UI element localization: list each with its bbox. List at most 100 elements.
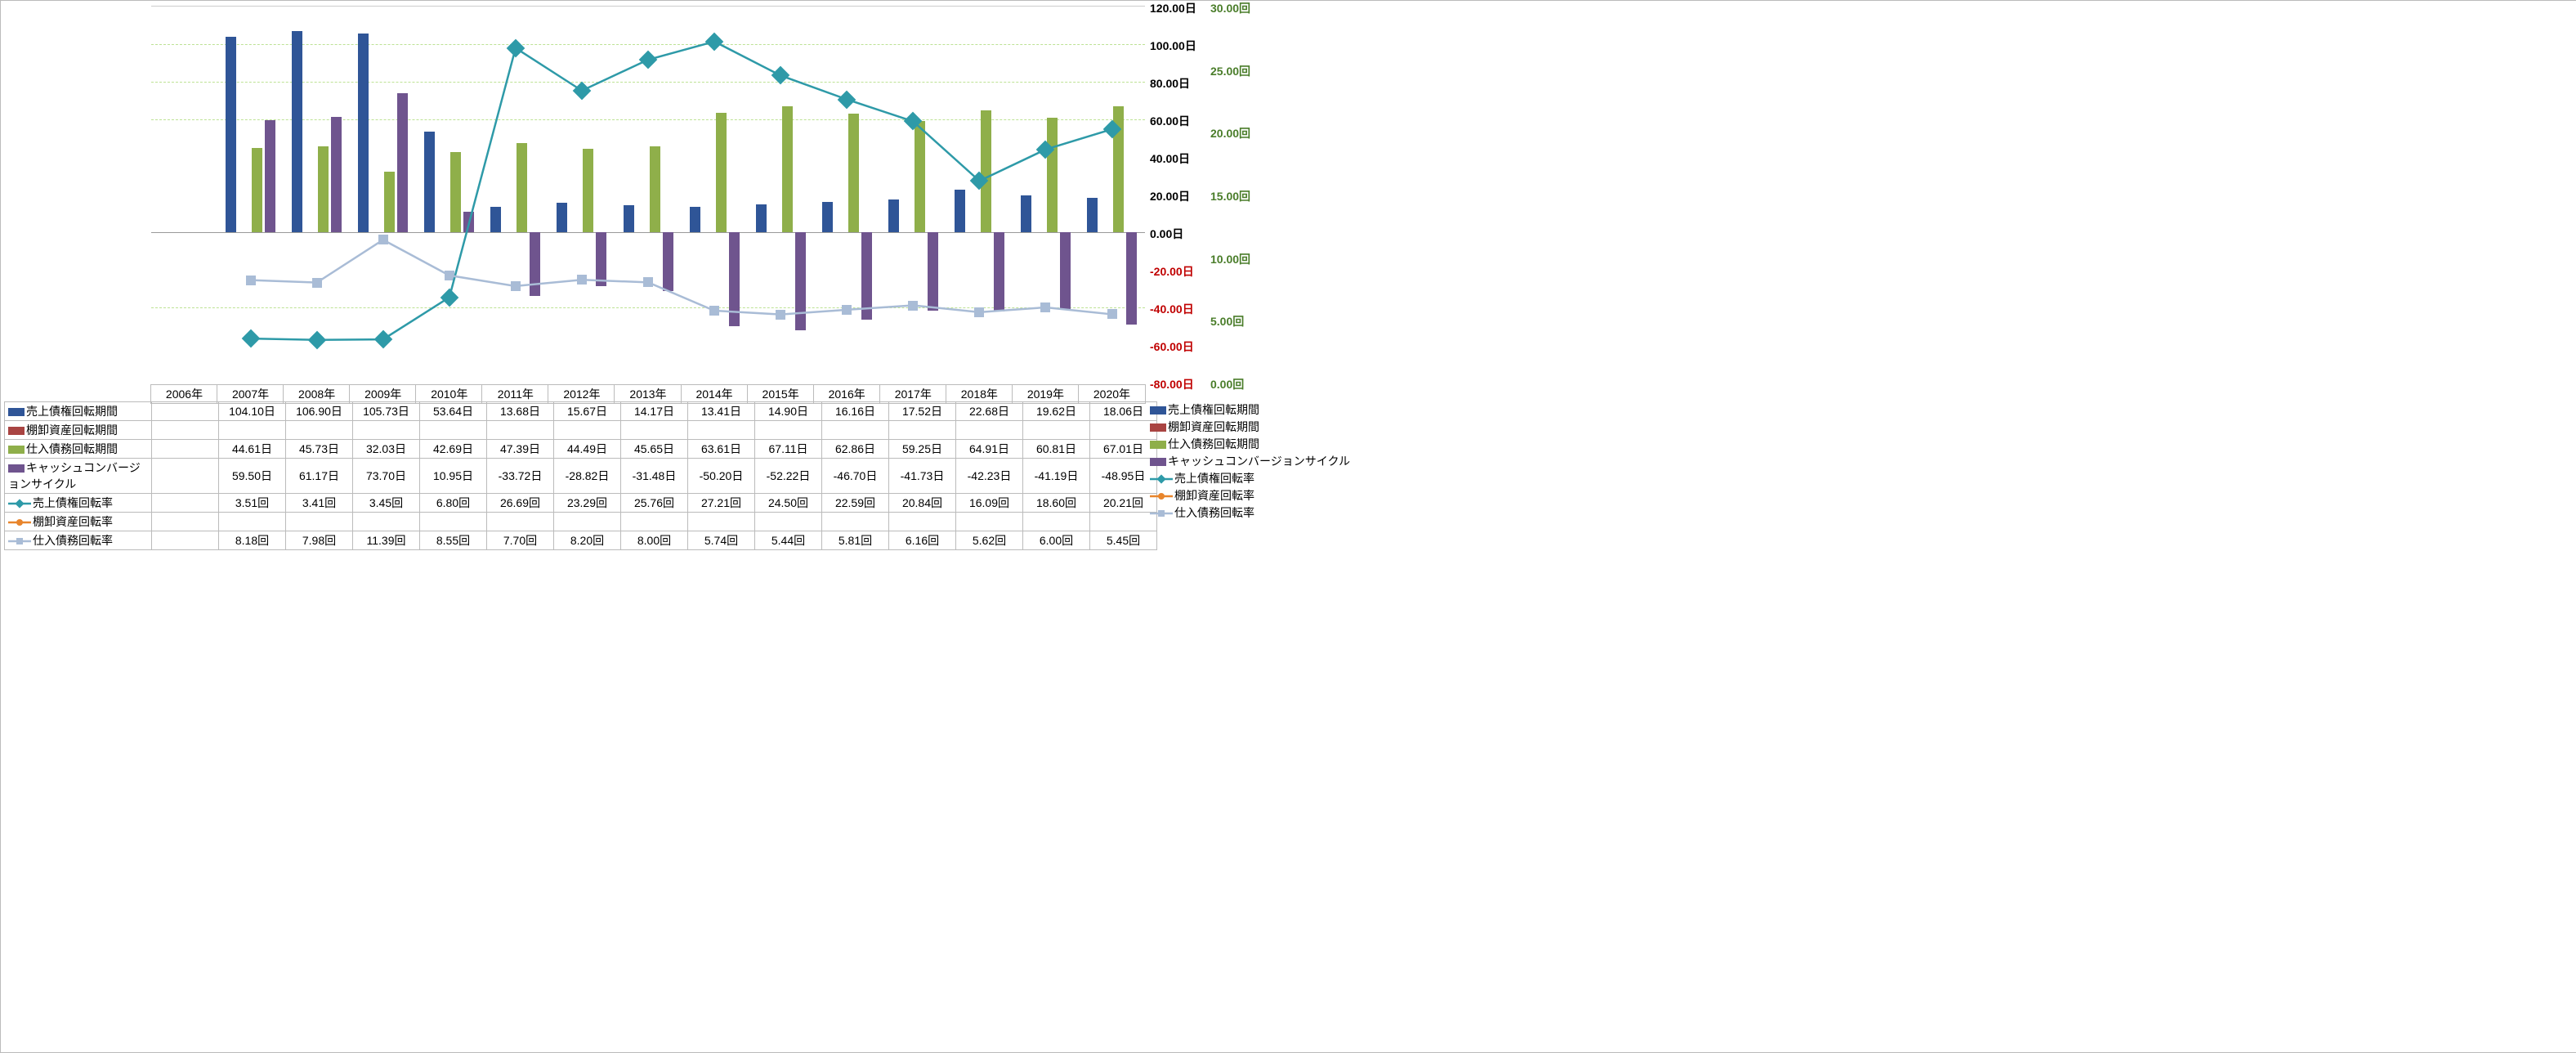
cell	[152, 531, 219, 550]
bar-shiire_kikan	[450, 152, 461, 232]
cell: 25.76回	[621, 494, 688, 513]
cell: 13.41日	[688, 402, 755, 421]
y1-tick-label: 20.00日	[1150, 188, 1199, 204]
marker-uriage_rate	[373, 330, 392, 349]
cell	[755, 513, 822, 531]
y1-tick-label: 40.00日	[1150, 150, 1199, 167]
bar-shiire_kikan	[583, 149, 593, 232]
series-label: 売上債権回転期間	[5, 402, 152, 421]
cell: 18.06日	[1090, 402, 1157, 421]
bar-ccc	[1060, 232, 1071, 310]
cell	[554, 421, 621, 440]
cell: 62.86日	[822, 440, 889, 459]
legend-item: 仕入債務回転率	[1150, 504, 1350, 522]
marker-shiire_rate	[1107, 309, 1117, 319]
series-label: キャッシュコンバージョンサイクル	[5, 459, 152, 494]
cell: 16.16日	[822, 402, 889, 421]
cell	[554, 513, 621, 531]
series-label: 仕入債務回転期間	[5, 440, 152, 459]
marker-shiire_rate	[445, 271, 454, 280]
cell	[621, 421, 688, 440]
marker-shiire_rate	[643, 277, 653, 287]
cell: -46.70日	[822, 459, 889, 494]
series-label: 棚卸資産回転率	[5, 513, 152, 531]
cell: 23.29回	[554, 494, 621, 513]
marker-uriage_rate	[507, 38, 525, 57]
cell: 3.41回	[286, 494, 353, 513]
cell	[1023, 513, 1090, 531]
cell: 104.10日	[219, 402, 286, 421]
cell: 26.69回	[487, 494, 554, 513]
cell: 6.16回	[889, 531, 956, 550]
cell: 47.39日	[487, 440, 554, 459]
cell: 106.90日	[286, 402, 353, 421]
cell	[755, 421, 822, 440]
bar-shiire_kikan	[517, 143, 527, 232]
bar-uriage_kikan	[1021, 195, 1031, 232]
y1-tick-label: -60.00日	[1150, 338, 1199, 355]
bar-ccc	[265, 120, 275, 232]
bar-shiire_kikan	[1047, 118, 1058, 232]
cell: 53.64日	[420, 402, 487, 421]
bar-uriage_kikan	[822, 202, 833, 232]
bar-shiire_kikan	[252, 148, 262, 232]
marker-shiire_rate	[511, 281, 521, 291]
cell	[420, 421, 487, 440]
cell: 8.00回	[621, 531, 688, 550]
y1-tick-label: 120.00日	[1150, 0, 1199, 16]
cell	[1090, 421, 1157, 440]
legend: 売上債権回転期間棚卸資産回転期間仕入債務回転期間キャッシュコンバージョンサイクル…	[1150, 401, 1350, 522]
cell: 5.81回	[822, 531, 889, 550]
legend-item: 売上債権回転期間	[1150, 401, 1350, 419]
cell: 14.17日	[621, 402, 688, 421]
cell: 67.11日	[755, 440, 822, 459]
legend-item: 棚卸資産回転期間	[1150, 419, 1350, 436]
marker-shiire_rate	[908, 301, 918, 311]
cell	[1090, 513, 1157, 531]
data-table: 売上債権回転期間104.10日106.90日105.73日53.64日13.68…	[4, 401, 1157, 550]
marker-shiire_rate	[577, 275, 587, 285]
cell: 22.68日	[956, 402, 1023, 421]
cell: 45.73日	[286, 440, 353, 459]
bar-uriage_kikan	[490, 207, 501, 232]
legend-item: 売上債権回転率	[1150, 470, 1350, 487]
cell: 59.50日	[219, 459, 286, 494]
cell: 44.49日	[554, 440, 621, 459]
bar-ccc	[795, 232, 806, 330]
cell: -33.72日	[487, 459, 554, 494]
cell: 27.21回	[688, 494, 755, 513]
cell: 5.74回	[688, 531, 755, 550]
bar-shiire_kikan	[848, 114, 859, 232]
cell: 24.50回	[755, 494, 822, 513]
bar-uriage_kikan	[1087, 198, 1098, 232]
y2-tick-label: 10.00回	[1210, 251, 1259, 267]
marker-shiire_rate	[974, 307, 984, 317]
marker-uriage_rate	[639, 51, 658, 69]
series-label: 仕入債務回転率	[5, 531, 152, 550]
cell: 44.61日	[219, 440, 286, 459]
bar-uriage_kikan	[557, 203, 567, 232]
bar-uriage_kikan	[624, 205, 634, 232]
legend-item: 仕入債務回転期間	[1150, 436, 1350, 453]
bar-uriage_kikan	[292, 31, 302, 232]
cell	[487, 421, 554, 440]
marker-uriage_rate	[838, 90, 856, 109]
cell: 7.70回	[487, 531, 554, 550]
cell: -28.82日	[554, 459, 621, 494]
cell: 15.67日	[554, 402, 621, 421]
cell	[152, 513, 219, 531]
legend-item: キャッシュコンバージョンサイクル	[1150, 453, 1350, 470]
cell	[219, 421, 286, 440]
bar-uriage_kikan	[888, 199, 899, 232]
marker-shiire_rate	[842, 305, 852, 315]
cell: 3.45回	[353, 494, 420, 513]
marker-shiire_rate	[378, 235, 388, 244]
cell: 5.45回	[1090, 531, 1157, 550]
cell: 20.84回	[889, 494, 956, 513]
cell	[353, 421, 420, 440]
cell: 8.18回	[219, 531, 286, 550]
cell	[822, 513, 889, 531]
cell: 6.00回	[1023, 531, 1090, 550]
bar-uriage_kikan	[424, 132, 435, 232]
cell	[286, 421, 353, 440]
